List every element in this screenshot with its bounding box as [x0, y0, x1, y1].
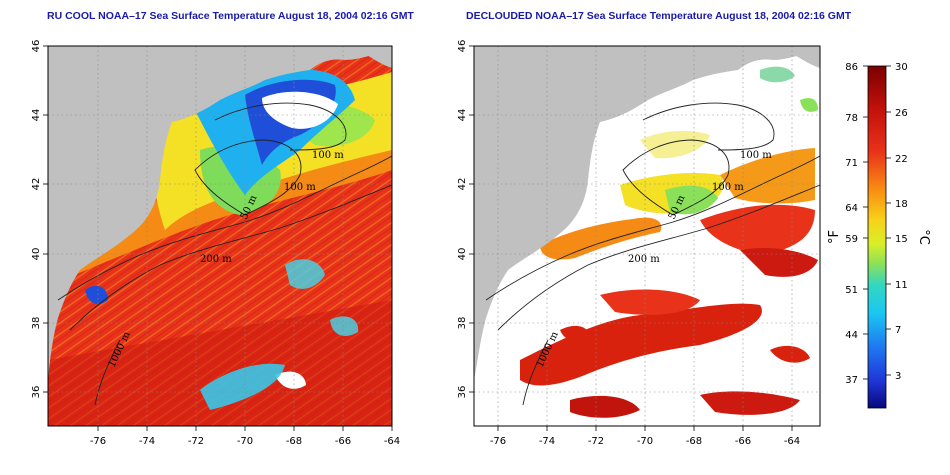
left-blue-coast: [85, 285, 108, 305]
left-lat-tick: 42: [31, 178, 42, 191]
right-yellow-north: [640, 130, 710, 159]
left-lat-tick: 44: [31, 109, 42, 122]
left-lon-tick: -70: [237, 436, 253, 447]
right-graticule: [474, 46, 820, 426]
left-map-frame: [47, 45, 393, 427]
colorbar-f-tick: 51: [845, 285, 858, 296]
left-lon-tick: -76: [90, 436, 106, 447]
right-orange-east: [720, 148, 815, 204]
colorbar-c-tick: 11: [895, 280, 908, 291]
right-warm-patch-8: [770, 345, 810, 363]
right-lat-tick: 42: [457, 178, 468, 191]
colorbar-f-tick: 37: [845, 375, 858, 386]
right-lon-tick: -70: [637, 436, 653, 447]
right-contour-label-100m-b: 100 m: [712, 182, 744, 193]
left-map: [48, 46, 392, 426]
right-lat-tick: 38: [457, 317, 468, 330]
right-warm-patch-6: [700, 391, 800, 415]
right-lon-tick: -74: [539, 436, 555, 447]
left-lon-tick: -64: [384, 436, 400, 447]
right-contour-label-200m: 200 m: [628, 254, 660, 265]
right-warm-patch-4: [740, 248, 818, 277]
right-green-patch: [665, 185, 718, 215]
left-lon-tick: -74: [139, 436, 155, 447]
colorbar-c-tick: 18: [895, 199, 908, 210]
right-green-east: [800, 98, 818, 112]
colorbar-celsius-label: °C: [916, 229, 931, 245]
left-lon-tick: -66: [335, 436, 351, 447]
right-lon-tick: -76: [490, 436, 506, 447]
left-lat-tick: 40: [31, 248, 42, 261]
colorbar-f-tick: 64: [845, 203, 858, 214]
colorbar-c-tick: 26: [895, 108, 908, 119]
colorbar-f-tick: 78: [845, 113, 858, 124]
right-panel-title: DECLOUDED NOAA–17 Sea Surface Temperatur…: [466, 10, 852, 22]
right-warm-patch-2: [600, 289, 700, 315]
right-orange-band: [540, 217, 662, 260]
right-lon-tick: -68: [686, 436, 702, 447]
right-warm-patch-7: [560, 325, 590, 342]
left-deep-warm: [48, 300, 392, 426]
right-warm-patch-5: [570, 395, 640, 418]
left-contour-label-200m: 200 m: [200, 254, 232, 265]
right-lat-tick: 36: [457, 386, 468, 399]
left-contour-label-100m-b: 100 m: [284, 182, 316, 193]
colorbar-f-tick: 44: [845, 330, 858, 341]
colorbar-fahrenheit-label: °F: [827, 230, 842, 244]
right-lat-tick: 44: [457, 109, 468, 122]
right-lon-tick: -66: [735, 436, 751, 447]
right-warm-patch-3: [700, 204, 815, 255]
right-lon-tick: -64: [784, 436, 800, 447]
colorbar-c-tick: 15: [895, 234, 908, 245]
colorbar-c-tick: 3: [895, 371, 901, 382]
right-map-frame: [473, 45, 821, 427]
colorbar: 86 78 71 64 59 51 44 37 30 26 22 18 15 1…: [827, 62, 931, 409]
colorbar-c-tick: 22: [895, 154, 908, 165]
left-cloud-patch-2: [275, 371, 306, 389]
left-land-novascotia: [362, 46, 392, 68]
right-teal-patch: [760, 66, 795, 83]
left-lat-tick: 46: [31, 40, 42, 53]
right-land-mass: [474, 46, 820, 380]
left-contour-label-100m-a: 100 m: [312, 150, 344, 161]
left-land-mass: [48, 46, 392, 380]
left-lat-tick: 36: [31, 386, 42, 399]
left-graticule: [48, 46, 392, 426]
left-lon-tick: -72: [188, 436, 204, 447]
right-lat-tick: 40: [457, 248, 468, 261]
left-lon-tick: -68: [286, 436, 302, 447]
right-lon-tick: -72: [588, 436, 604, 447]
left-lat-axis: 46 44 42 40 38 36: [31, 40, 48, 399]
right-lat-axis: 46 44 42 40 38 36: [457, 40, 474, 399]
colorbar-f-tick: 86: [845, 62, 858, 73]
left-cyan-mid: [285, 259, 325, 289]
colorbar-f-tick: 59: [845, 234, 858, 245]
right-warm-patch: [520, 303, 762, 386]
left-cloud-patch: [262, 91, 338, 129]
left-cyan-mid-2: [330, 316, 359, 336]
right-lat-tick: 46: [457, 40, 468, 53]
left-cyan-south: [200, 363, 285, 410]
right-bathymetry-contours: [485, 102, 820, 406]
left-lat-tick: 38: [31, 317, 42, 330]
right-land-novascotia: [790, 46, 820, 68]
right-lon-axis: -76 -74 -72 -70 -68 -66 -64: [490, 426, 800, 447]
colorbar-gradient: [867, 65, 887, 409]
colorbar-c-tick: 30: [895, 62, 908, 73]
colorbar-c-tick: 7: [895, 325, 901, 336]
left-panel-title: RU COOL NOAA–17 Sea Surface Temperature …: [47, 10, 414, 22]
colorbar-f-tick: 71: [845, 158, 858, 169]
right-map: [474, 46, 820, 426]
left-lon-axis: -76 -74 -72 -70 -68 -66 -64: [90, 426, 400, 447]
right-contour-label-100m-a: 100 m: [740, 150, 772, 161]
